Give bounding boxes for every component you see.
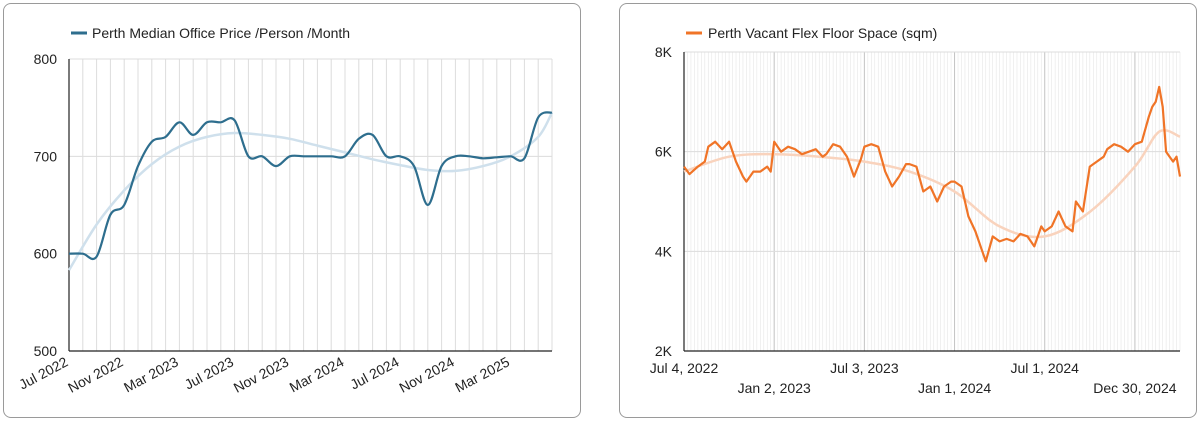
y-tick-label: 4K — [655, 243, 673, 259]
x-tick-label: Jul 1, 2024 — [1010, 360, 1079, 376]
x-tick-label: Mar 2025 — [452, 353, 512, 395]
series-line-office-price — [68, 111, 553, 261]
x-tick-label: Jul 3, 2023 — [830, 360, 899, 376]
x-tick-label: Jul 4, 2022 — [650, 360, 719, 376]
legend-label: Perth Vacant Flex Floor Space (sqm) — [708, 25, 937, 41]
trend-line — [683, 129, 1181, 239]
y-tick-label: 6K — [655, 144, 673, 160]
trend-line — [67, 111, 554, 271]
y-tick-label: 2K — [655, 343, 673, 359]
y-tick-label: 600 — [34, 246, 58, 262]
x-tick-label: Jan 1, 2024 — [918, 380, 991, 396]
office-price-chart: Perth Median Office Price /Person /Month… — [16, 25, 554, 396]
x-tick-label: Jul 2022 — [16, 353, 70, 392]
x-tick-label: Nov 2024 — [396, 353, 457, 395]
y-tick-label: 800 — [34, 51, 58, 67]
x-tick-label: Dec 30, 2024 — [1093, 380, 1176, 396]
x-tick-label: Nov 2023 — [231, 353, 292, 395]
legend-label: Perth Median Office Price /Person /Month — [92, 25, 350, 41]
x-tick-label: Nov 2022 — [65, 353, 126, 395]
x-tick-label: Jan 2, 2023 — [738, 380, 811, 396]
x-tick-label: Mar 2023 — [121, 353, 181, 395]
y-tick-label: 8K — [655, 44, 673, 60]
series-line-vacant-flex-space — [683, 85, 1182, 263]
office-price-chart-card: Perth Median Office Price /Person /Month… — [3, 3, 581, 418]
flex-space-chart: Perth Vacant Flex Floor Space (sqm) 2K 4K 6… — [650, 25, 1182, 396]
y-tick-label: 500 — [34, 343, 58, 359]
flex-space-chart-card: Perth Vacant Flex Floor Space (sqm) 2K 4K 6… — [619, 3, 1197, 418]
x-tick-label: Jul 2024 — [347, 353, 401, 392]
x-tick-label: Mar 2024 — [287, 353, 347, 395]
y-tick-label: 700 — [34, 148, 58, 164]
x-tick-label: Jul 2023 — [182, 353, 236, 392]
